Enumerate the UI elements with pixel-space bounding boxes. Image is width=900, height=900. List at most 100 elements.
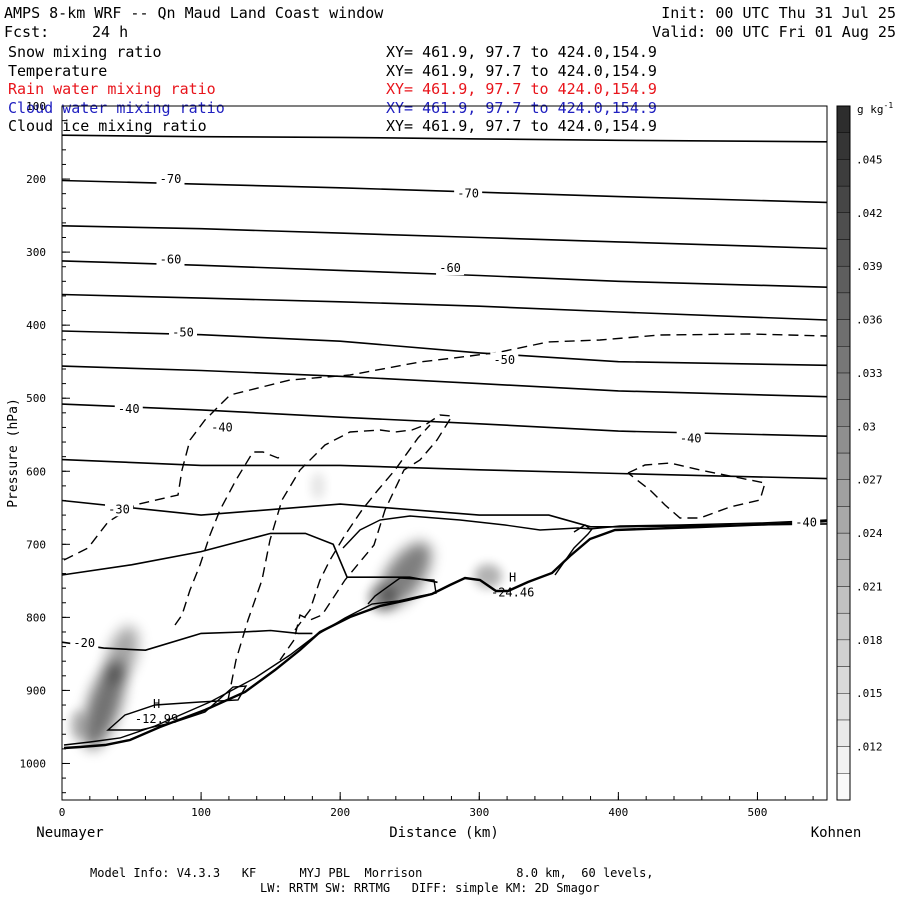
temperature-contour bbox=[61, 629, 313, 652]
label-mask bbox=[454, 185, 483, 201]
colorbar-tick-label: .033 bbox=[856, 367, 883, 380]
y-tick-label: 1000 bbox=[20, 757, 47, 770]
temperature-label: -40 bbox=[211, 420, 233, 434]
colorbar-cell bbox=[836, 532, 851, 560]
colorbar-cell bbox=[836, 612, 851, 641]
temperature-labels: -70 -70 -60 -60 -50 -50 -40 -40 -40 -40 -30 -20 bbox=[70, 171, 821, 650]
terrain-line bbox=[573, 519, 828, 533]
field-xy: XY= 461.9, 97.7 to 424.0,154.9 bbox=[386, 61, 657, 80]
colorbar-cell bbox=[836, 559, 851, 587]
temperature-label: -40 bbox=[680, 431, 702, 445]
colorbar-tick-label: .045 bbox=[856, 153, 883, 166]
terrain-contours bbox=[63, 515, 828, 750]
colorbar-tick-label: .012 bbox=[856, 741, 883, 754]
field-name: Temperature bbox=[8, 61, 108, 80]
terrain-line bbox=[63, 519, 828, 750]
colorbar-cell bbox=[836, 426, 851, 454]
colorbar-cell bbox=[836, 265, 851, 294]
x-axis-left-station: Neumayer bbox=[36, 825, 103, 841]
x-tick-label: 0 bbox=[59, 806, 66, 819]
temperature-label: -40 bbox=[795, 515, 817, 529]
colorbar-cell bbox=[836, 372, 851, 400]
temperature-label: -50 bbox=[172, 325, 194, 339]
x-axis-label: Distance (km) bbox=[389, 825, 499, 841]
temperature-contour bbox=[61, 403, 828, 437]
colorbar-tick-label: .042 bbox=[856, 207, 883, 220]
field-name: Rain water mixing ratio bbox=[8, 80, 216, 98]
temperature-label: -70 bbox=[457, 187, 479, 201]
dashed-line bbox=[174, 451, 283, 626]
y-tick-label: 200 bbox=[26, 173, 46, 186]
y-tick-label: 400 bbox=[26, 319, 46, 332]
terrain-line bbox=[63, 577, 437, 746]
field-xy: XY= 461.9, 97.7 to 424.0,154.9 bbox=[386, 98, 657, 117]
dashed-line bbox=[227, 414, 454, 701]
field-xy: XY= 461.9, 97.7 to 424.0,154.9 bbox=[386, 117, 657, 135]
temperature-label: -60 bbox=[160, 252, 182, 266]
colorbar-cell bbox=[836, 132, 851, 160]
y-tick-label: 700 bbox=[26, 538, 46, 551]
x-tick-label: 500 bbox=[748, 806, 768, 819]
label-mask bbox=[490, 352, 519, 368]
maximum-marker: H bbox=[153, 697, 160, 711]
colorbar-cell bbox=[836, 399, 851, 427]
colorbar-tick-label: .039 bbox=[856, 260, 883, 273]
y-tick-label: 900 bbox=[26, 684, 46, 697]
colorbar-cell bbox=[836, 292, 851, 320]
colorbar-cell bbox=[836, 159, 851, 187]
label-mask bbox=[792, 514, 821, 530]
colorbar-cell bbox=[836, 666, 851, 694]
x-axis-right-station: Kohnen bbox=[811, 825, 862, 841]
field-xy: XY= 461.9, 97.7 to 424.0,154.9 bbox=[386, 43, 657, 61]
chart-title: AMPS 8-km WRF -- Qn Maud Land Coast wind… bbox=[4, 4, 384, 22]
temperature-contour bbox=[61, 134, 828, 143]
y-axis-label: Pressure (hPa) bbox=[6, 398, 21, 508]
y-tick-label: 100 bbox=[26, 100, 46, 113]
valid-time: Valid: 00 UTC Fri 01 Aug 25 bbox=[652, 23, 896, 41]
shading-blob bbox=[105, 626, 139, 684]
temperature-contour bbox=[61, 532, 438, 584]
temperature-contour bbox=[61, 365, 828, 398]
y-tick-label: 500 bbox=[26, 392, 46, 405]
maximum-marker: H bbox=[509, 571, 516, 585]
label-mask bbox=[156, 251, 185, 267]
colorbar: .012 .015 .018 .021 .024 .027 .03 .033 .036 .039.… bbox=[836, 105, 883, 801]
pressure-maxima: H-12.99H-24.46 bbox=[135, 571, 534, 726]
x-axis: 0 100 200 300 400 500 bbox=[59, 792, 814, 819]
dashed-line bbox=[63, 333, 828, 561]
model-physics: LW: RRTM SW: RRTMG DIFF: simple KM: 2D S… bbox=[260, 881, 600, 895]
colorbar-cell bbox=[836, 346, 851, 374]
temperature-contours bbox=[61, 134, 828, 652]
terrain-line bbox=[106, 685, 248, 731]
colorbar-tick-label: .015 bbox=[856, 687, 883, 700]
temperature-label: -60 bbox=[439, 261, 461, 275]
colorbar-tick-label: .024 bbox=[856, 527, 883, 540]
label-mask bbox=[156, 171, 185, 187]
label-mask bbox=[676, 430, 705, 446]
x-tick-label: 400 bbox=[608, 806, 628, 819]
y-tick-label: 300 bbox=[26, 246, 46, 259]
dashed-line bbox=[294, 424, 431, 631]
shading-blob bbox=[311, 472, 325, 500]
temperature-label: -70 bbox=[160, 172, 182, 186]
label-mask bbox=[70, 634, 99, 650]
forecast-hour: 24 h bbox=[92, 23, 129, 41]
colorbar-cell bbox=[836, 719, 851, 747]
colorbar-tick-label: .027 bbox=[856, 474, 883, 487]
terrain-line bbox=[342, 515, 594, 576]
temperature-contour bbox=[61, 458, 828, 480]
label-mask bbox=[114, 401, 143, 417]
temperature-label: -50 bbox=[493, 353, 515, 367]
field-xy: XY= 461.9, 97.7 to 424.0,154.9 bbox=[386, 80, 657, 98]
init-time: Init: 00 UTC Thu 31 Jul 25 bbox=[661, 4, 896, 22]
label-mask bbox=[207, 419, 236, 435]
field-name: Cloud water mixing ratio bbox=[8, 98, 225, 117]
colorbar-cell bbox=[836, 506, 851, 534]
colorbar-cell bbox=[836, 185, 851, 213]
y-tick-label: 800 bbox=[26, 611, 46, 624]
plot-frame bbox=[61, 105, 828, 801]
temperature-label: -30 bbox=[108, 502, 130, 516]
dashed-contours bbox=[63, 333, 828, 701]
colorbar-unit: g kg-1 bbox=[857, 101, 893, 116]
